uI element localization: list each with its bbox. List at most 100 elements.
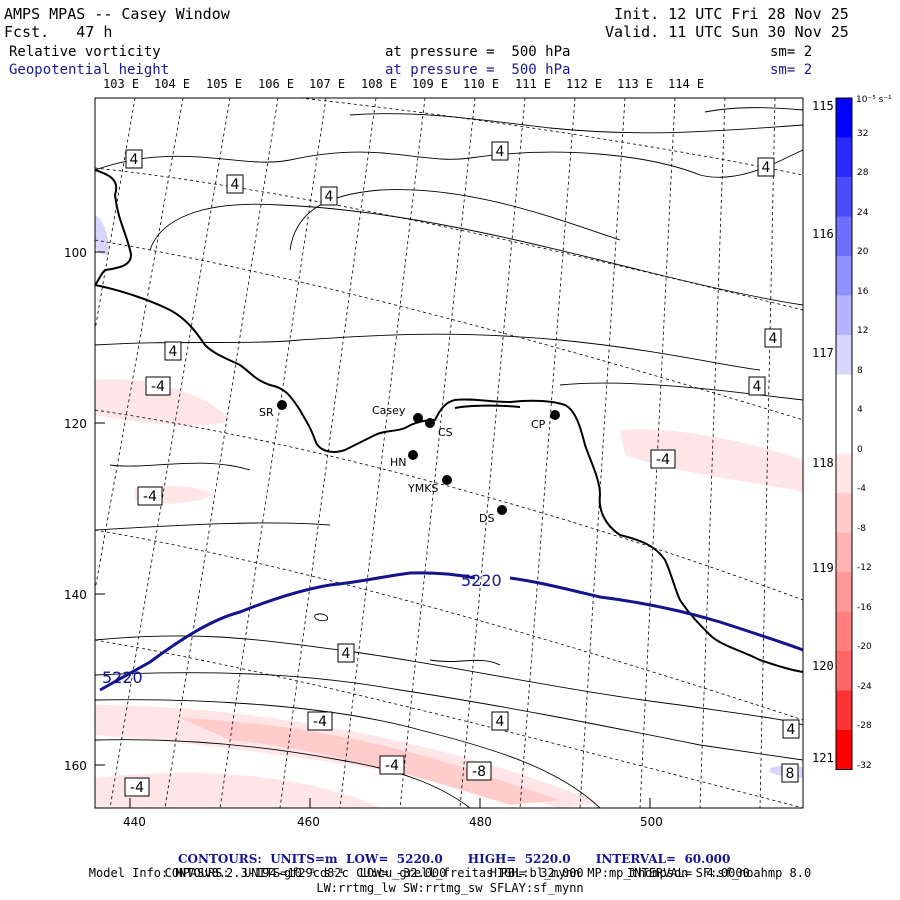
colorbar-swatch (836, 493, 852, 533)
colorbar-label: 8 (857, 365, 863, 376)
svg-text:YMKS: YMKS (407, 482, 438, 495)
colorbar-label: -32 (857, 760, 872, 771)
station-ds: DS (479, 505, 507, 525)
footer-vorticity-contours: CONTOURS: UNITS=10⁻⁵ s⁻¹ LOW= -32.000 HI… (164, 866, 750, 880)
lon-label: 108 E (361, 77, 398, 91)
colorbar-label: -8 (857, 523, 866, 534)
svg-text:-4: -4 (313, 714, 327, 730)
contour-label: 4 (125, 149, 143, 169)
lon-label: 112 E (566, 77, 603, 91)
coastline (95, 169, 803, 673)
svg-text:Casey: Casey (372, 404, 406, 417)
field2-smoothing: sm= 2 (770, 62, 813, 78)
svg-text:4: 4 (342, 646, 351, 662)
svg-text:4: 4 (762, 160, 771, 176)
colorbar-swatch (836, 414, 852, 454)
lon-label: 104 E (154, 77, 191, 91)
colorbar (835, 97, 853, 770)
y-tick-label: 100 (64, 246, 87, 260)
vorticity-contours (95, 107, 803, 808)
contour-label: 4 (748, 376, 766, 396)
colorbar-swatch (836, 335, 852, 375)
svg-text:HN: HN (390, 456, 407, 469)
contour-label: -4 (650, 449, 676, 469)
colorbar-label: 0 (857, 444, 863, 455)
svg-text:4: 4 (753, 379, 762, 395)
contour-label: -8 (466, 761, 492, 781)
colorbar-swatch (836, 137, 852, 177)
colorbar-label: -4 (857, 484, 866, 494)
colorbar-swatch (836, 690, 852, 730)
colorbar-label: -24 (857, 681, 872, 692)
init-time: Init. 12 UTC Fri 28 Nov 25 (614, 5, 849, 23)
station-cp: CP (531, 410, 560, 431)
contour-label: 4 (320, 186, 338, 206)
colorbar-swatch (836, 611, 852, 651)
footer-model-info-2: LW:rrtmg_lw SW:rrtmg_sw SFLAY:sf_mynn (316, 881, 584, 895)
colorbar-swatch (836, 295, 852, 335)
vorticity-shading (95, 215, 803, 808)
svg-text:CS: CS (438, 426, 453, 439)
contour-label: -4 (379, 755, 405, 775)
stations: SR Casey CS CP HN YMKS DS (259, 400, 560, 525)
contour-label: 4 (764, 328, 782, 348)
svg-text:4: 4 (130, 152, 139, 168)
field1-name: Relative vorticity (9, 44, 161, 60)
contour-label: 4 (782, 719, 800, 739)
colorbar-swatch (836, 98, 852, 138)
lon-label: 113 E (617, 77, 654, 91)
colorbar-label: 16 (857, 286, 869, 297)
station-ymks: YMKS (407, 475, 452, 495)
contour-label: -4 (307, 711, 333, 731)
y-tick-label: 160 (64, 759, 87, 773)
colorbar-label: 24 (857, 207, 869, 218)
axis-ticks (95, 251, 651, 808)
colorbar-swatch (836, 532, 852, 572)
colorbar-swatch (836, 572, 852, 612)
lon-label: 103 E (103, 77, 140, 91)
svg-text:4: 4 (769, 331, 778, 347)
contour-label: -4 (145, 376, 171, 396)
svg-text:CP: CP (531, 418, 546, 431)
svg-text:SR: SR (259, 406, 274, 419)
svg-text:-8: -8 (472, 764, 486, 780)
height-label: 5220 (461, 571, 502, 590)
colorbar-swatch (836, 256, 852, 296)
station-cs: CS (425, 418, 453, 439)
contour-label: 8 (781, 763, 799, 783)
field1-level: at pressure = 500 hPa (385, 44, 571, 60)
lon-label: 106 E (258, 77, 295, 91)
contour-label: 4 (491, 141, 509, 161)
contour-label: -4 (124, 777, 150, 797)
svg-text:4: 4 (325, 189, 334, 205)
svg-text:4: 4 (496, 714, 505, 730)
footer-model-info: Model Info: MPASv8.2.3-194-gf29cd82c CU:… (88, 866, 812, 880)
contour-label: 4 (226, 174, 244, 194)
colorbar-swatch (836, 216, 852, 256)
colorbar-label: 12 (857, 326, 869, 336)
svg-text:-4: -4 (130, 780, 144, 796)
svg-text:-4: -4 (385, 758, 399, 774)
lon-label: 109 E (412, 77, 449, 91)
colorbar-label: 20 (857, 247, 869, 257)
plot-title: AMPS MPAS -- Casey Window (4, 5, 230, 23)
station-hn: HN (390, 450, 418, 469)
svg-text:4: 4 (496, 144, 505, 160)
x-tick-label: 500 (640, 815, 663, 829)
station-casey: Casey (372, 404, 423, 423)
colorbar-swatch (836, 651, 852, 691)
lon-label: 110 E (463, 77, 500, 91)
forecast-hour: Fcst. 47 h (4, 23, 113, 41)
svg-text:4: 4 (169, 344, 178, 360)
x-tick-label: 440 (123, 815, 146, 829)
footer-height-contours: CONTOURS: UNITS=m LOW= 5220.0 HIGH= 5220… (177, 852, 731, 866)
height-label: 5220 (102, 668, 143, 687)
valid-time: Valid. 11 UTC Sun 30 Nov 25 (605, 23, 849, 41)
colorbar-label: 28 (857, 168, 869, 178)
contour-label: 4 (164, 341, 182, 361)
lon-label: 107 E (309, 77, 346, 91)
lon-label: 114 E (668, 77, 705, 91)
field2-name: Geopotential height (9, 62, 170, 78)
svg-text:-4: -4 (151, 379, 165, 395)
